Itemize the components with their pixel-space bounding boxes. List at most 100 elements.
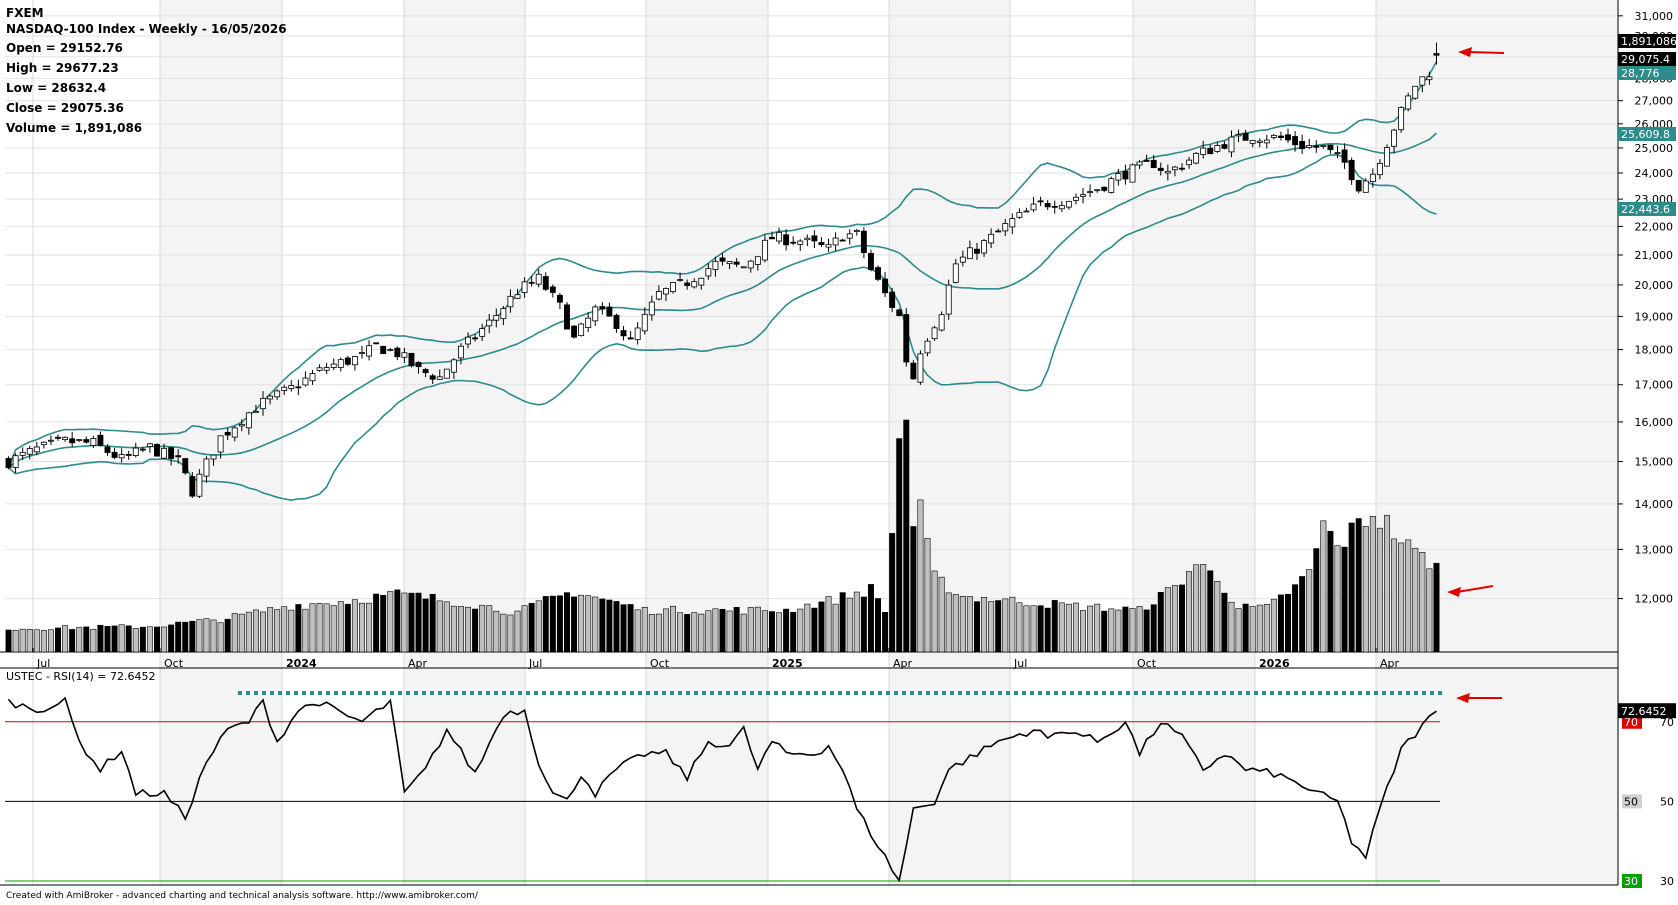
candle-body — [104, 446, 111, 453]
price-badge — [1618, 66, 1676, 80]
volume-bar — [1051, 600, 1058, 653]
volume-bar — [627, 604, 634, 653]
candle-body — [175, 455, 182, 458]
volume-bar — [1080, 610, 1087, 653]
candle-body — [154, 444, 160, 457]
candle-body — [1094, 189, 1101, 192]
volume-bar — [783, 608, 790, 653]
volume-bar — [26, 628, 33, 653]
candle-body — [705, 268, 712, 277]
price-tick-label: 15,000 — [1635, 456, 1674, 469]
candle-body — [1348, 159, 1355, 181]
volume-bar — [811, 607, 818, 653]
volume-bar — [1235, 608, 1242, 653]
volume-bar — [1094, 603, 1101, 653]
candle-body — [776, 231, 782, 242]
volume-bar — [217, 622, 224, 653]
candle-body — [1044, 202, 1051, 208]
price-tick-label: 17,000 — [1635, 379, 1674, 392]
volume-bar — [896, 438, 903, 653]
volume-bar — [83, 626, 90, 653]
volume-bar — [358, 602, 365, 653]
volume-bar — [973, 601, 980, 653]
rsi-level-badge — [1622, 794, 1642, 809]
bollinger-lower — [7, 153, 1437, 502]
candle-body — [1419, 76, 1426, 86]
volume-bar — [613, 601, 620, 653]
candle-body — [373, 342, 380, 345]
candle-body — [825, 244, 832, 248]
price-tick-label: 22,000 — [1635, 220, 1674, 233]
candle-body — [670, 282, 676, 293]
candle-body — [613, 314, 620, 329]
candle-body — [1313, 145, 1320, 148]
candle-body — [62, 436, 69, 441]
candle-body — [1426, 76, 1433, 81]
candle-body — [995, 230, 1002, 233]
volume-bar — [168, 624, 175, 653]
rsi-level-badge-label: 30 — [1624, 875, 1638, 888]
candle-body — [1256, 140, 1263, 143]
volume-bar — [493, 610, 500, 653]
time-tick-label: Jul — [36, 657, 50, 670]
candle-body — [507, 295, 514, 308]
price-badge — [1618, 202, 1676, 216]
candle-body — [90, 438, 97, 446]
symbol-label: FXEM — [6, 6, 44, 20]
volume-bar — [1419, 551, 1426, 653]
candle-body — [1249, 140, 1256, 144]
candle-body — [677, 279, 684, 281]
volume-bars — [5, 419, 1440, 653]
volume-bar — [245, 611, 252, 653]
candle-body — [620, 330, 627, 337]
candle-body — [585, 317, 592, 328]
volume-bar — [839, 592, 846, 653]
candle-body — [500, 308, 507, 320]
candle-body — [648, 301, 655, 316]
candle-body — [1334, 152, 1341, 154]
candle-body — [535, 273, 542, 285]
volume-bar — [634, 609, 641, 653]
candle-body — [1263, 139, 1270, 144]
candle-body — [875, 267, 881, 280]
volume-bar — [1101, 610, 1108, 653]
candle-body — [1164, 170, 1171, 174]
volume-bar — [1002, 598, 1009, 653]
volume-bar — [189, 620, 196, 653]
volume-bar — [882, 611, 889, 653]
volume-bar — [903, 419, 910, 653]
time-tick-label: Oct — [650, 657, 670, 670]
rsi-tick-label: 70 — [1660, 716, 1674, 729]
candle-body — [1398, 107, 1405, 131]
volume-bar — [33, 629, 40, 653]
candle-body — [1193, 152, 1200, 164]
candle-body — [542, 276, 549, 290]
candle-body — [330, 363, 337, 368]
volume-bar — [606, 599, 613, 653]
arrow-head — [1447, 587, 1461, 597]
rsi-current-label: 72.6452 — [1621, 705, 1667, 718]
high-readout: High = 29677.23 — [6, 61, 119, 75]
candle-body — [761, 239, 768, 261]
volume-bar — [1044, 607, 1051, 653]
candle-body — [48, 439, 54, 442]
candle-body — [1369, 173, 1376, 183]
candle-body — [1115, 173, 1122, 181]
candle-body — [549, 286, 556, 293]
candle-body — [260, 397, 266, 410]
volume-bar — [146, 626, 153, 653]
candlesticks — [5, 42, 1440, 498]
volume-bar — [571, 596, 578, 653]
arrow-head — [1456, 693, 1470, 703]
volume-bar — [1065, 603, 1072, 653]
volume-bar — [260, 611, 267, 653]
volume-bar — [945, 592, 952, 653]
volume-bar — [733, 607, 740, 653]
period-shade — [404, 0, 525, 885]
volume-bar — [507, 614, 514, 653]
volume-bar — [203, 618, 210, 653]
candle-body — [238, 423, 245, 427]
candle-body — [945, 284, 952, 315]
candle-body — [351, 356, 358, 366]
